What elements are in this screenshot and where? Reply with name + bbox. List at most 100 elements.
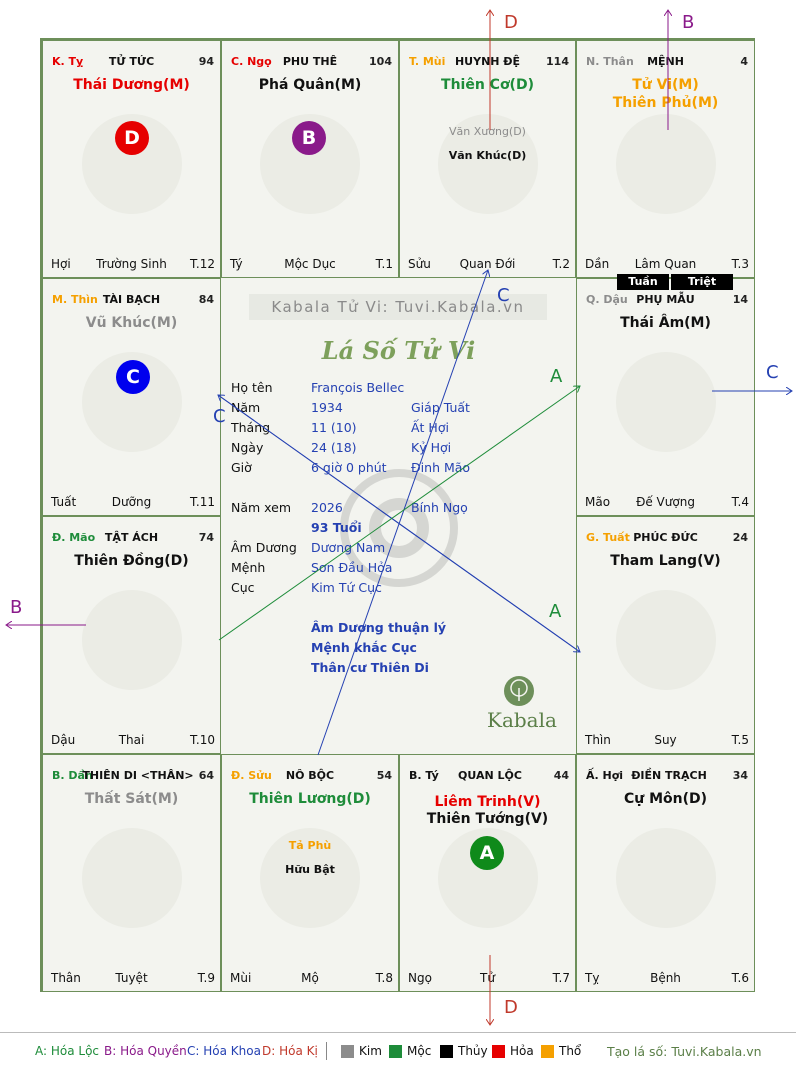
palace-name: MỆNH: [647, 55, 684, 68]
main-star: Tử Vi(M): [632, 77, 699, 93]
value-cuc: Kim Tứ Cục: [311, 580, 382, 595]
ox-illustration: [260, 828, 360, 928]
palace-number: 54: [376, 769, 392, 782]
value-thang: 11 (10): [311, 420, 357, 435]
branch-label: Thân: [51, 971, 81, 985]
value-nam-xem-can-chi: Bính Ngọ: [411, 500, 468, 515]
value-gio-can-chi: Đinh Mão: [411, 460, 471, 475]
branch-label: Dần: [585, 257, 610, 271]
palace-tyrat[interactable]: B. Tý QUAN LỘC 44 Liêm Trinh(V) Thiên Tư…: [399, 754, 576, 992]
truong-sinh-stage: Thai: [118, 733, 145, 747]
label-a-upper: A: [550, 366, 563, 387]
truong-sinh-stage: Đế Vượng: [636, 495, 695, 509]
branch-label: Tý: [230, 257, 243, 271]
note-menh-cuc: Mệnh khắc Cục: [311, 640, 417, 655]
palace-number: 24: [732, 531, 748, 544]
chart-title: Lá Số Tử Vi: [321, 336, 476, 365]
label-ngay: Ngày: [231, 440, 264, 455]
branch-label: Tuất: [51, 495, 77, 509]
legend-separator: [326, 1042, 327, 1060]
branch-label: Hợi: [51, 257, 71, 271]
badge-c: C: [116, 360, 150, 394]
label-b-top: B: [682, 12, 695, 33]
main-star: Phá Quân(M): [258, 77, 362, 93]
palace-name: ĐIỀN TRẠCH: [631, 769, 707, 782]
palace-number: 114: [546, 55, 569, 68]
value-am-duong: Dương Nam: [311, 540, 386, 555]
palace-than[interactable]: N. Thân MỆNH 4 Tử Vi(M) Thiên Phủ(M) Dần…: [576, 40, 755, 278]
badge-a: A: [470, 836, 504, 870]
note-am-duong: Âm Dương thuận lý: [311, 620, 447, 635]
palace-dan[interactable]: B. Dần THIÊN DI <THÂN> 64 Thất Sát(M) Th…: [42, 754, 221, 992]
badge-b: B: [292, 121, 326, 155]
label-gio: Giờ: [231, 460, 252, 475]
palace-hoi[interactable]: Ấ. Hợi ĐIỀN TRẠCH 34 Cự Môn(D) Tỵ Bệnh T…: [576, 754, 755, 992]
month-label: T.1: [375, 257, 393, 271]
main-star: Thiên Phủ(M): [612, 95, 719, 111]
main-star: Thái Dương(M): [73, 77, 190, 93]
minor-star: Văn Khúc(D): [448, 149, 527, 162]
palace-name: PHÚC ĐỨC: [633, 531, 698, 544]
value-ho-ten: François Bellec: [311, 380, 405, 395]
legend-divider: [0, 1032, 796, 1033]
value-ngay-can-chi: Kỷ Hợi: [411, 440, 452, 455]
legend-thuy: Thủy: [458, 1044, 488, 1058]
label-a-lower: A: [549, 601, 562, 622]
main-star: Thất Sát(M): [84, 791, 179, 807]
label-d-bottom: D: [504, 997, 518, 1018]
palace-mao[interactable]: Đ. Mão TẬT ÁCH 74 Thiên Đồng(D) Dậu Thai…: [42, 516, 221, 754]
palace-number: 34: [732, 769, 748, 782]
label-menh: Mệnh: [231, 560, 266, 575]
label-cuc: Cục: [231, 580, 255, 595]
main-star: Cự Môn(D): [623, 791, 708, 807]
palace-number: 104: [369, 55, 392, 68]
palace-can: Ấ. Hợi: [586, 769, 624, 782]
palace-can: T. Mùi: [409, 55, 446, 68]
palace-thin[interactable]: M. Thìn TÀI BẠCH 84 Vũ Khúc(M) C Tuất Dư…: [42, 278, 221, 516]
main-star: Liêm Trinh(V): [434, 794, 541, 810]
palace-suu[interactable]: Đ. Sửu NÔ BỘC 54 Thiên Lương(D) Tả Phù H…: [221, 754, 399, 992]
value-thang-can-chi: Ất Hợi: [411, 420, 449, 435]
main-star: Thiên Lương(D): [249, 791, 371, 807]
branch-label: Sửu: [408, 257, 431, 271]
palace-ty[interactable]: K. Tỵ TỬ TỨC 94 Thái Dương(M) D Hợi Trườ…: [42, 40, 221, 278]
month-label: T.12: [190, 257, 215, 271]
goat-illustration: [437, 114, 538, 214]
legend-hoa: Hỏa: [510, 1044, 534, 1058]
palace-can: K. Tỵ: [52, 55, 84, 68]
truong-sinh-stage: Dưỡng: [111, 495, 152, 509]
kabala-tree-icon: [504, 676, 534, 706]
value-nam-xem: 2026: [311, 500, 343, 515]
palace-ngo[interactable]: C. Ngọ PHU THÊ 104 Phá Quân(M) B Tý Mộc …: [221, 40, 399, 278]
truong-sinh-stage: Mộc Dục: [284, 257, 336, 271]
tho-swatch: [541, 1045, 554, 1058]
month-label: T.10: [190, 733, 215, 747]
month-label: T.8: [375, 971, 393, 985]
palace-name: QUAN LỘC: [458, 769, 522, 782]
label-b-left: B: [10, 597, 23, 618]
palace-can: B. Dần: [52, 769, 93, 782]
palace-dau[interactable]: Tuần Triệt Q. Dậu PHỤ MẪU 14 Thái Âm(M) …: [576, 274, 755, 516]
value-tuoi: 93 Tuổi: [311, 520, 362, 535]
truong-sinh-stage: Trường Sinh: [96, 257, 167, 271]
palace-can: Q. Dậu: [586, 293, 628, 306]
value-menh: Sơn Đầu Hỏa: [311, 560, 393, 575]
rooster-illustration: [615, 352, 716, 452]
chart-board: K. Tỵ TỬ TỨC 94 Thái Dương(M) D Hợi Trườ…: [40, 38, 755, 992]
value-ngay: 24 (18): [311, 440, 357, 455]
value-nam-can-chi: Giáp Tuất: [411, 400, 470, 415]
center-info-panel: Kabala Tử Vi: Tuvi.Kabala.vn Lá Số Tử Vi…: [221, 278, 576, 754]
value-gio: 6 giờ 0 phút: [311, 460, 387, 475]
main-star: Tham Lang(V): [610, 553, 721, 569]
palace-mui[interactable]: T. Mùi HUYNH ĐỆ 114 Thiên Cơ(D) Văn Xươn…: [399, 40, 576, 278]
truong-sinh-stage: Bệnh: [650, 971, 681, 985]
palace-tuat[interactable]: G. Tuất PHÚC ĐỨC 24 Tham Lang(V) Thìn Su…: [576, 516, 755, 754]
palace-name: PHỤ MẪU: [636, 293, 695, 306]
truong-sinh-stage: Lâm Quan: [634, 257, 697, 271]
legend-hoa-ki: D: Hóa Kị: [262, 1044, 318, 1058]
palace-name: THIÊN DI <THÂN>: [82, 769, 194, 782]
branch-label: Thìn: [585, 733, 611, 747]
legend-hoa-khoa: C: Hóa Khoa: [187, 1044, 261, 1058]
truong-sinh-stage: Quan Đới: [459, 257, 516, 271]
site-link[interactable]: Tạo lá số: Tuvi.Kabala.vn: [607, 1044, 762, 1059]
